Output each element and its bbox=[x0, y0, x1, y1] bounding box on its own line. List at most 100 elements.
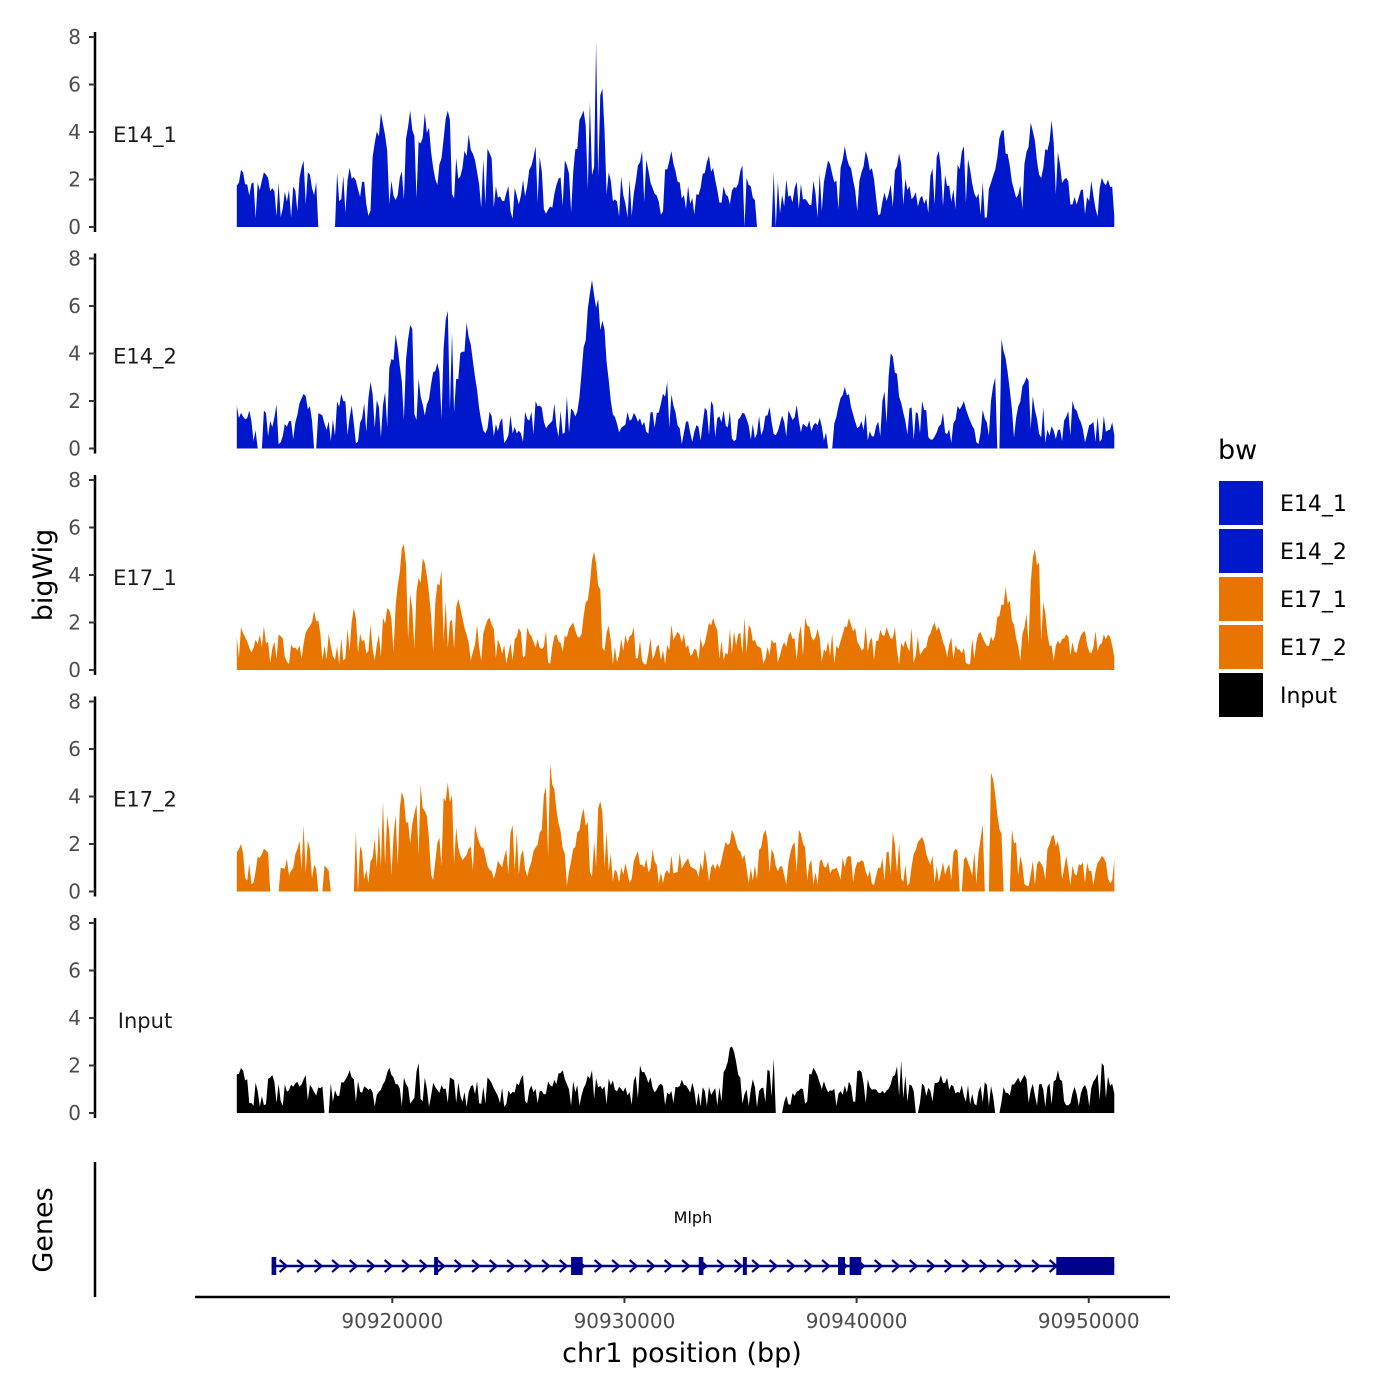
track-label: E17_2 bbox=[113, 788, 177, 813]
legend-swatch bbox=[1217, 527, 1265, 575]
strand-arrow bbox=[348, 1259, 359, 1273]
strand-arrow bbox=[401, 1259, 411, 1273]
y-tick-label: 4 bbox=[68, 342, 81, 366]
y-tick-label: 2 bbox=[68, 389, 81, 413]
y-tick-label: 0 bbox=[68, 658, 81, 682]
strand-arrow bbox=[873, 1259, 884, 1273]
y-tick-label: 6 bbox=[68, 73, 81, 97]
strand-arrow bbox=[943, 1259, 954, 1273]
strand-arrow bbox=[681, 1259, 691, 1273]
strand-arrow bbox=[611, 1259, 621, 1273]
legend-label: E14_2 bbox=[1280, 540, 1347, 565]
strand-arrow bbox=[488, 1259, 499, 1273]
exon bbox=[849, 1257, 862, 1275]
strand-arrow bbox=[523, 1259, 534, 1273]
legend-swatch bbox=[1217, 575, 1265, 623]
legend-label: Input bbox=[1280, 684, 1337, 709]
track-label: Input bbox=[118, 1009, 172, 1033]
strand-arrow bbox=[471, 1259, 481, 1273]
track-E17_1: 0 2 4 6 8 E17_1 bbox=[68, 468, 1115, 682]
strand-arrow bbox=[383, 1259, 394, 1273]
x-axis: 90920000 90930000 90940000 90950000 bbox=[195, 1295, 1170, 1333]
exon bbox=[838, 1257, 845, 1275]
exon bbox=[434, 1257, 439, 1275]
legend-swatch bbox=[1217, 623, 1265, 671]
strand-arrow bbox=[436, 1259, 446, 1273]
y-tick-label: 6 bbox=[68, 294, 81, 318]
legend-label: E14_1 bbox=[1280, 492, 1347, 517]
gene-track: Mlph bbox=[93, 1162, 1115, 1297]
x-tick-label: 90950000 bbox=[1038, 1309, 1140, 1333]
y-tick-label: 2 bbox=[68, 168, 81, 192]
strand-arrow bbox=[278, 1259, 289, 1273]
genes-axis-title: Genes bbox=[28, 1187, 59, 1272]
y-tick-label: 0 bbox=[68, 437, 81, 461]
strand-arrow bbox=[821, 1259, 831, 1273]
y-tick-label: 6 bbox=[68, 737, 81, 761]
strand-arrow bbox=[646, 1259, 656, 1273]
strand-arrow bbox=[1031, 1259, 1041, 1273]
strand-arrow bbox=[663, 1259, 674, 1273]
y-tick-label: 2 bbox=[68, 611, 81, 635]
strand-arrow bbox=[961, 1259, 971, 1273]
y-axis-title: bigWig bbox=[28, 529, 59, 622]
strand-arrow bbox=[593, 1259, 604, 1273]
track-label: E14_2 bbox=[113, 345, 177, 370]
track-label: E14_1 bbox=[113, 123, 177, 148]
strand-arrow bbox=[716, 1259, 726, 1273]
x-tick-label: 90940000 bbox=[806, 1309, 908, 1333]
strand-arrow bbox=[558, 1259, 569, 1273]
track-E17_2: 0 2 4 6 8 E17_2 bbox=[68, 690, 1115, 904]
x-axis-title: chr1 position (bp) bbox=[562, 1338, 802, 1369]
strand-arrow bbox=[453, 1259, 464, 1273]
y-tick-label: 8 bbox=[68, 247, 81, 271]
exon bbox=[571, 1257, 583, 1275]
strand-arrow bbox=[418, 1259, 429, 1273]
y-tick-label: 4 bbox=[68, 785, 81, 809]
signal-area-E14_2 bbox=[236, 279, 1115, 449]
strand-arrow bbox=[751, 1259, 761, 1273]
legend-title: bw bbox=[1218, 435, 1257, 466]
exon bbox=[271, 1257, 277, 1275]
signal-area-E17_2 bbox=[236, 763, 1115, 892]
strand-arrow bbox=[926, 1259, 936, 1273]
gene-label: Mlph bbox=[674, 1208, 713, 1227]
legend: E14_1 E14_2 E17_1 E17_2 Input bbox=[1217, 479, 1347, 719]
gene-Mlph: Mlph bbox=[271, 1208, 1115, 1275]
strand-arrow bbox=[803, 1259, 814, 1273]
y-tick-label: 2 bbox=[68, 1054, 81, 1078]
legend-item-E14_1: E14_1 bbox=[1217, 479, 1347, 527]
strand-arrow bbox=[891, 1259, 901, 1273]
y-tick-label: 2 bbox=[68, 832, 81, 856]
x-tick-label: 90930000 bbox=[574, 1309, 676, 1333]
legend-label: E17_2 bbox=[1280, 636, 1347, 661]
legend-item-E17_2: E17_2 bbox=[1217, 623, 1347, 671]
signal-tracks: 0 2 4 6 8 E14_1 0 2 4 6 8 E14_2 0 2 4 6 8 E17_1 0 2 4 6 8 E17_2… bbox=[68, 25, 1115, 1125]
signal-area-E17_1 bbox=[236, 544, 1115, 670]
strand-arrow bbox=[908, 1259, 919, 1273]
track-E14_1: 0 2 4 6 8 E14_1 bbox=[68, 25, 1115, 239]
legend-swatch bbox=[1217, 671, 1265, 719]
y-tick-label: 0 bbox=[68, 215, 81, 239]
y-tick-label: 4 bbox=[68, 563, 81, 587]
signal-area-E14_1 bbox=[236, 41, 1115, 227]
y-tick-label: 4 bbox=[68, 1006, 81, 1030]
strand-arrow bbox=[331, 1259, 341, 1273]
y-tick-label: 8 bbox=[68, 911, 81, 935]
legend-item-E14_2: E14_2 bbox=[1217, 527, 1347, 575]
track-E14_2: 0 2 4 6 8 E14_2 bbox=[68, 247, 1115, 461]
legend-label: E17_1 bbox=[1280, 588, 1347, 613]
strand-arrow bbox=[768, 1259, 779, 1273]
exon bbox=[1056, 1257, 1115, 1275]
exon bbox=[698, 1257, 704, 1275]
track-label: E17_1 bbox=[113, 566, 177, 591]
y-tick-label: 0 bbox=[68, 880, 81, 904]
legend-item-Input: Input bbox=[1217, 671, 1337, 719]
strand-arrow bbox=[506, 1259, 516, 1273]
y-tick-label: 8 bbox=[68, 690, 81, 714]
strand-arrow bbox=[978, 1259, 989, 1273]
x-tick-label: 90920000 bbox=[341, 1309, 443, 1333]
strand-arrow bbox=[628, 1259, 639, 1273]
strand-arrow bbox=[996, 1259, 1006, 1273]
